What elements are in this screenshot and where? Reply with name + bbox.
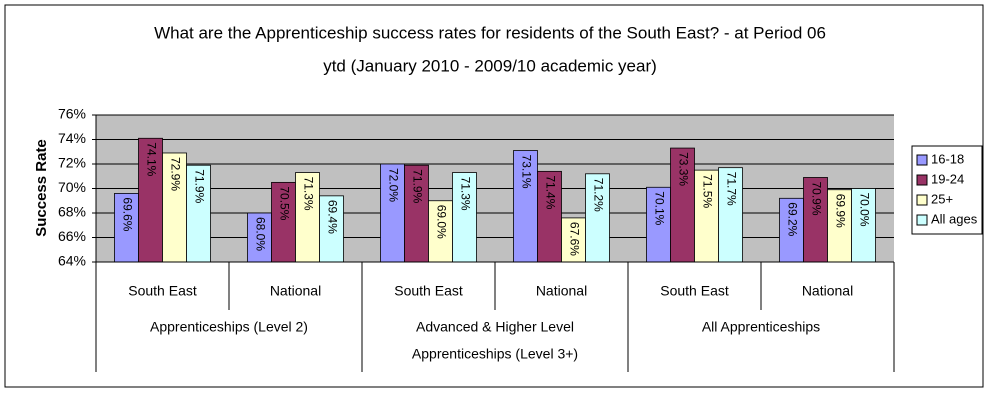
data-label: 72.0% [386,168,400,202]
bar [537,170,562,263]
bar [670,147,695,263]
group-label: Apprenticeships (Level 2) [150,319,308,335]
y-tick-label: 74% [58,130,86,146]
data-label: 71.9% [192,169,206,203]
legend-label: 16-18 [931,151,964,166]
legend-label: 25+ [931,191,953,206]
data-label: 71.4% [543,175,557,209]
bar [404,164,429,263]
y-tick-label: 76% [58,106,86,122]
data-label: 67.6% [567,222,581,256]
bar [295,172,320,263]
data-label: 73.1% [519,155,533,189]
bar [428,200,453,263]
group-label: All Apprenticeships [702,319,820,335]
bar [718,167,743,263]
data-label: 68.0% [253,217,267,251]
data-label: 72.9% [168,157,182,191]
data-label: 70.9% [809,181,823,215]
data-label: 71.2% [591,178,605,212]
group-label: Apprenticeships (Level 3+) [412,346,578,362]
data-label: 69.9% [833,194,847,228]
legend-label: All ages [931,211,978,226]
bar [646,186,671,263]
bar [114,192,139,263]
legend-swatch [916,154,928,166]
x-tick-label: South East [660,283,729,299]
y-tick-label: 68% [58,204,86,220]
chart-title: What are the Apprenticeship success rate… [154,23,826,42]
x-tick-label: South East [394,283,463,299]
data-label: 69.4% [325,200,339,234]
bar [803,177,828,263]
legend-swatch [916,194,928,206]
y-axis-title: Success Rate [33,139,50,237]
legend-swatch [916,174,928,186]
bar [585,173,610,263]
x-tick-label: South East [128,283,197,299]
x-tick-label: National [270,283,321,299]
data-label: 69.0% [434,205,448,239]
data-label: 70.0% [857,193,871,227]
data-label: 69.6% [120,197,134,231]
bar [561,217,586,263]
group-label: Advanced & Higher Level [416,319,574,335]
data-label: 71.5% [700,174,714,208]
data-label: 71.9% [410,169,424,203]
bar [452,172,477,263]
legend-swatch [916,214,928,226]
data-label: 70.5% [277,186,291,220]
data-label: 71.3% [458,177,472,211]
legend-label: 19-24 [931,171,964,186]
bar [851,188,876,263]
data-label: 70.1% [652,191,666,225]
data-label: 73.3% [676,152,690,186]
data-label: 71.3% [301,177,315,211]
bar [380,163,405,263]
bar [694,169,719,263]
x-tick-label: National [802,283,853,299]
x-tick-label: National [536,283,587,299]
y-tick-label: 64% [58,253,86,269]
bar [827,189,852,263]
y-tick-label: 66% [58,228,86,244]
bar [162,152,187,263]
data-label: 69.2% [785,202,799,236]
data-label: 74.1% [144,142,158,176]
y-tick-label: 70% [58,179,86,195]
data-label: 71.7% [724,172,738,206]
chart-title: ytd (January 2010 - 2009/10 academic yea… [323,56,657,75]
bar [138,137,163,263]
y-tick-label: 72% [58,155,86,171]
